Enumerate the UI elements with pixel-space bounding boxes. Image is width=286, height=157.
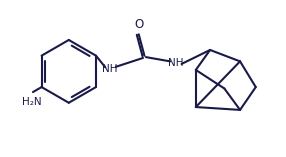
Text: NH: NH — [168, 58, 184, 68]
Text: NH: NH — [102, 64, 118, 73]
Text: H₂N: H₂N — [22, 97, 41, 107]
Text: O: O — [135, 18, 144, 31]
